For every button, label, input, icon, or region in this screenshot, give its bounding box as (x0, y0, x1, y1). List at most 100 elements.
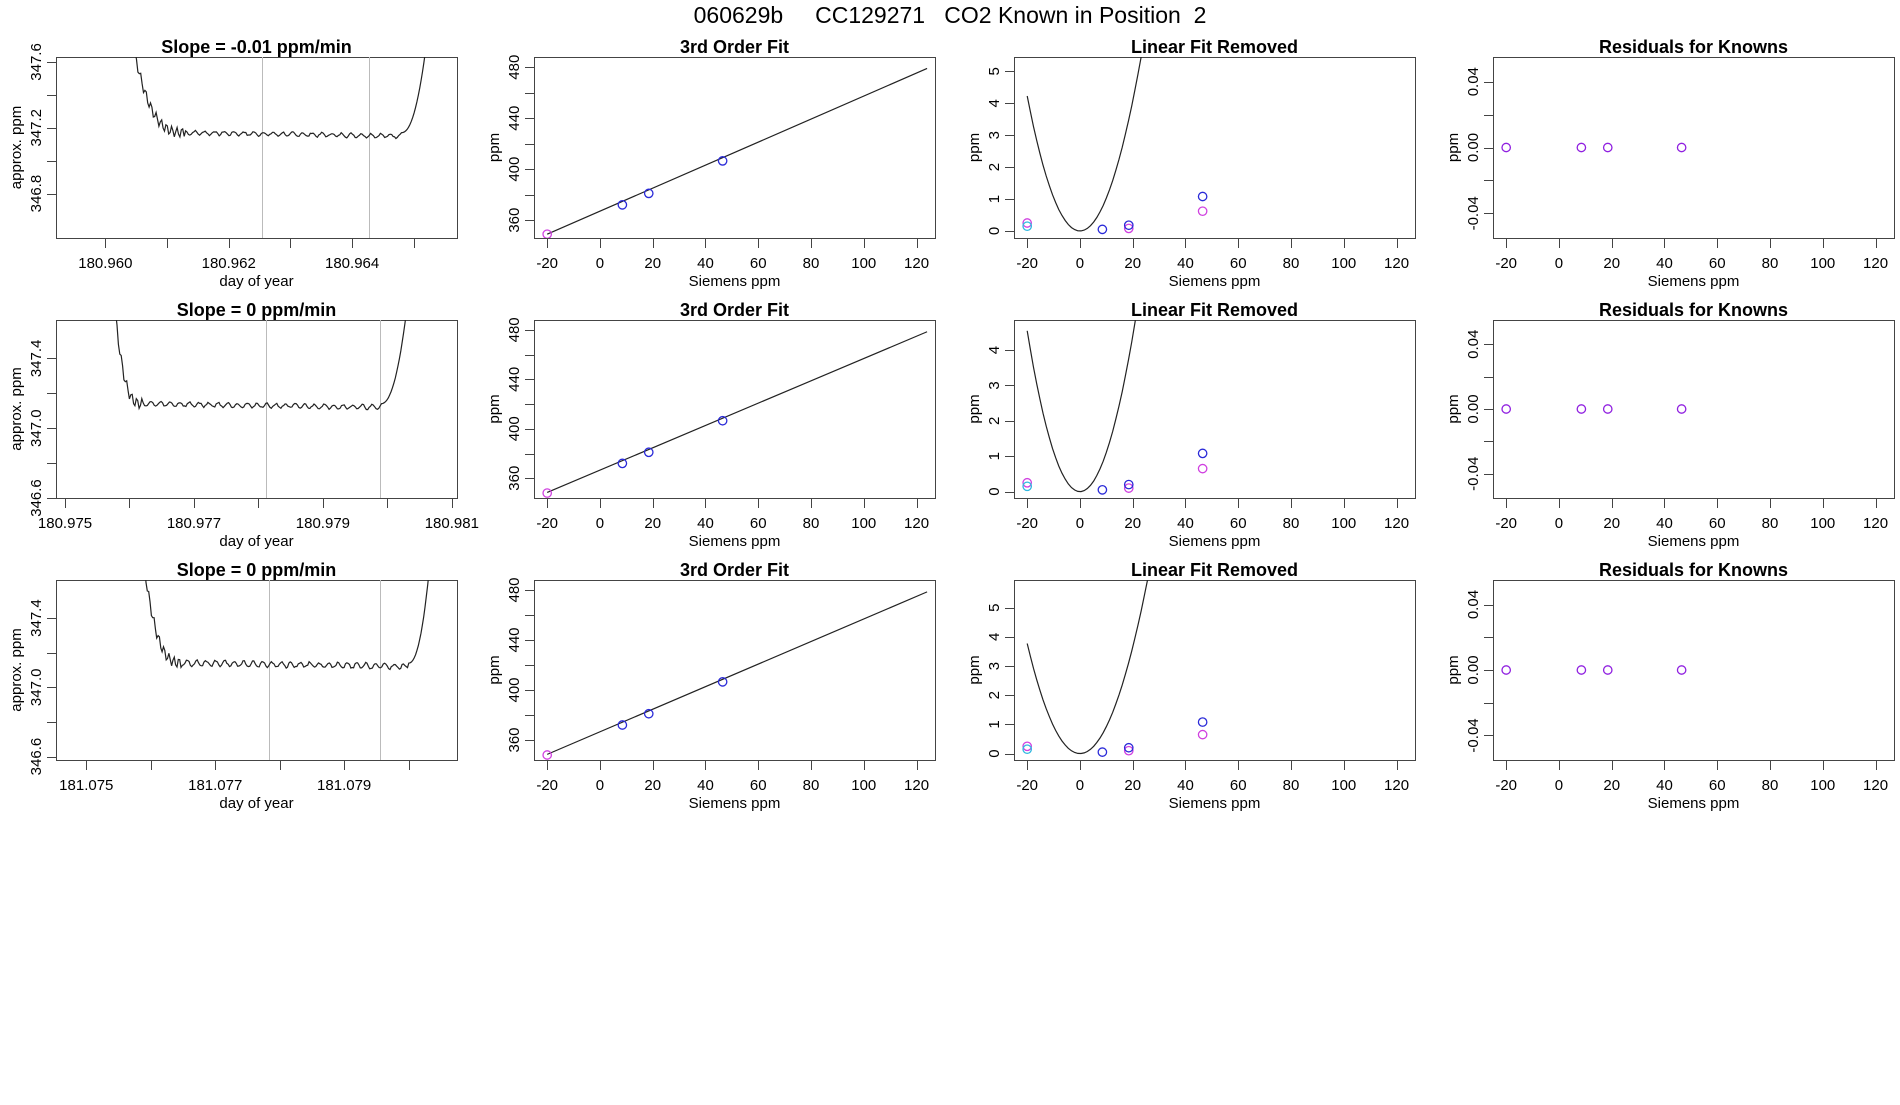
data-point (1576, 665, 1587, 675)
plot-area (1501, 142, 1687, 153)
x-tick-label: 60 (1709, 777, 1726, 794)
data-point (1501, 142, 1512, 153)
x-tick-label: 120 (904, 777, 929, 794)
fit-line (546, 67, 928, 235)
plot-frame (534, 580, 936, 761)
data-point (1097, 224, 1108, 235)
panel-r2-c3: Linear Fit Removed-20 0 20 40 60 80 100 120Siem… (966, 300, 1416, 550)
data-trace (135, 57, 426, 140)
plot-frame (534, 320, 936, 499)
y-tick-label: 360 (506, 466, 523, 491)
y-tick-label: 347.4 (28, 340, 45, 378)
x-tick-label: 120 (1863, 255, 1888, 272)
x-tick-label: 180.979 (296, 515, 350, 532)
data-point (1576, 404, 1587, 414)
data-point (717, 677, 728, 687)
y-tick-label: 3 (986, 131, 1003, 139)
panel-r1-c4: Residuals for Knowns -20 0 20 40 60 80 100 120 Si… (1445, 37, 1895, 290)
y-tick-label: 4 (986, 346, 1003, 354)
data-point (1123, 479, 1134, 490)
x-tick-label: 20 (644, 515, 661, 532)
data-point (1197, 463, 1208, 474)
x-tick-label: 60 (750, 255, 767, 272)
x-tick-label: 120 (1863, 777, 1888, 794)
y-tick-label: 346.6 (28, 479, 45, 517)
data-point (1123, 745, 1134, 756)
y-tick-label: 0 (986, 227, 1003, 235)
x-tick-label: 100 (851, 515, 876, 532)
panel-title: Linear Fit Removed (1131, 37, 1298, 57)
x-tick-label: 0 (596, 255, 604, 272)
y-axis-label: ppm (966, 133, 983, 162)
data-point (1197, 717, 1208, 727)
data-point (717, 415, 728, 426)
x-axis-label: day of year (219, 273, 293, 290)
x-tick-label: 100 (1810, 515, 1835, 532)
x-tick-label: 80 (1283, 777, 1300, 794)
panel-title: 3rd Order Fit (680, 37, 789, 57)
x-tick-label: -20 (536, 255, 558, 272)
y-tick-label: 1 (986, 452, 1003, 460)
plot-frame (56, 580, 458, 761)
plot-frame (1014, 580, 1416, 761)
y-tick-label: 400 (506, 677, 523, 702)
x-tick-label: 120 (904, 255, 929, 272)
x-tick-label: 40 (1177, 255, 1194, 272)
data-point (617, 200, 628, 210)
data-point (1197, 191, 1208, 202)
y-tick-label: 0 (986, 749, 1003, 757)
y-tick-label: 400 (506, 157, 523, 182)
x-tick-label: 40 (1177, 515, 1194, 532)
x-tick-label: 20 (644, 777, 661, 794)
data-point (1123, 223, 1134, 234)
y-tick-label: 5 (986, 67, 1003, 75)
panel-r2-c4: Residuals for Knowns -20 0 20 40 60 80 100 120 Si… (1445, 300, 1895, 550)
data-point (1676, 404, 1687, 414)
x-tick-label: 100 (1331, 777, 1356, 794)
data-point (1197, 729, 1208, 740)
plot-area (542, 331, 928, 498)
y-axis-label: ppm (1445, 133, 1462, 162)
y-tick-label: 2 (986, 417, 1003, 425)
x-tick-label: 40 (1177, 777, 1194, 794)
data-point (1602, 404, 1613, 414)
y-axis-label: approx. ppm (8, 628, 25, 711)
x-tick-label: 60 (1709, 515, 1726, 532)
x-tick-label: 60 (1230, 515, 1247, 532)
x-tick-label: 80 (1762, 255, 1779, 272)
x-tick-label: 120 (904, 515, 929, 532)
plot-area (1022, 580, 1208, 757)
x-tick-label: 80 (803, 777, 820, 794)
plot-area (115, 320, 407, 498)
x-tick-label: 100 (851, 777, 876, 794)
data-point (1123, 220, 1134, 231)
y-tick-label: 480 (506, 577, 523, 602)
x-tick-label: -20 (1495, 255, 1517, 272)
data-point (1097, 747, 1108, 757)
x-tick-label: 20 (1124, 515, 1141, 532)
plot-frame (1014, 57, 1416, 239)
x-tick-label: 100 (1810, 777, 1835, 794)
x-tick-label: -20 (1495, 515, 1517, 532)
y-tick-label: 347.2 (28, 109, 45, 147)
x-tick-label: -20 (536, 515, 558, 532)
x-tick-label: -20 (536, 777, 558, 794)
x-axis-label: Siemens ppm (689, 273, 781, 290)
plot-frame (534, 57, 936, 239)
x-axis-label: Siemens ppm (689, 533, 781, 550)
data-point (1676, 665, 1687, 675)
y-tick-label: -0.04 (1465, 196, 1482, 230)
plot-frame (1493, 57, 1895, 239)
plot-frame (56, 57, 458, 239)
x-tick-label: 20 (1124, 777, 1141, 794)
y-tick-label: -0.04 (1465, 457, 1482, 491)
x-tick-label: 180.960 (78, 255, 132, 272)
plot-area (135, 57, 426, 238)
panel-title: 3rd Order Fit (680, 560, 789, 580)
x-tick-label: 100 (1810, 255, 1835, 272)
data-point (1123, 742, 1134, 753)
x-tick-label: 80 (803, 255, 820, 272)
data-point (1197, 206, 1208, 217)
y-tick-label: 0.04 (1465, 590, 1482, 619)
